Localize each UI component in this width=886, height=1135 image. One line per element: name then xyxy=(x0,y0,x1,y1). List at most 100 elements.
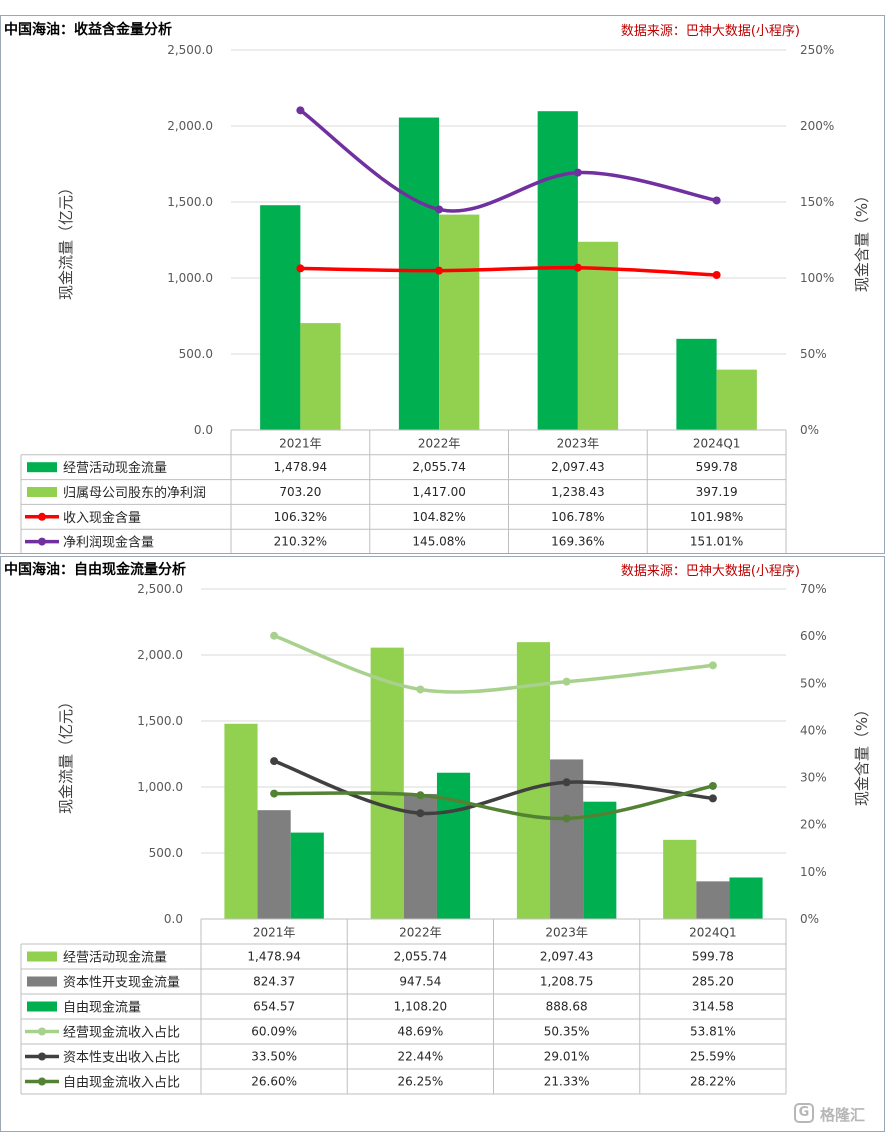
chart-1-title: 中国海油：收益含金量分析 xyxy=(4,22,172,38)
x-tick-label: 2023年 xyxy=(545,926,588,940)
data-label: 48.69% xyxy=(397,1025,443,1039)
legend-label: 资本性支出收入占比 xyxy=(63,1051,180,1066)
series-line-3 xyxy=(274,784,714,821)
legend-swatch xyxy=(38,1052,46,1061)
legend-label: 自由现金流收入占比 xyxy=(63,1075,180,1091)
bar-1 xyxy=(663,839,697,919)
data-label: 22.44% xyxy=(397,1050,443,1064)
series-point-2 xyxy=(712,196,721,205)
y-tick-label: 0.0 xyxy=(194,423,213,437)
data-label: 2,055.74 xyxy=(412,460,465,474)
data-label: 599.78 xyxy=(692,950,734,964)
legend-swatch xyxy=(38,1027,46,1036)
watermark-icon: G xyxy=(794,1103,814,1123)
y2-tick-label: 60% xyxy=(800,629,827,643)
series-point-3 xyxy=(416,791,425,800)
bar-2 xyxy=(439,214,480,430)
chart-2-source: 数据来源：巴神大数据(小程序) xyxy=(620,564,800,579)
series-point-3 xyxy=(270,789,279,798)
bar-1 xyxy=(224,723,258,919)
data-label: 53.81% xyxy=(690,1025,736,1039)
data-label: 285.20 xyxy=(692,975,734,989)
y-tick-label: 1,500.0 xyxy=(137,714,183,728)
y2-tick-label: 50% xyxy=(800,347,827,361)
x-tick-label: 2024Q1 xyxy=(693,436,741,450)
watermark-text: 格隆汇 xyxy=(820,1106,866,1124)
chart-1-svg: 0.0 500.0 1,000.0 1,500.0 2,000.0 2,500.0 0% 50… xyxy=(20,43,871,553)
y-tick-label: 2,000.0 xyxy=(167,119,213,133)
data-label: 1,208.75 xyxy=(540,975,593,989)
y2-tick-label: 0% xyxy=(800,912,819,926)
data-label: 106.32% xyxy=(274,510,327,524)
legend-label: 净利润现金含量 xyxy=(63,535,154,551)
y-tick-label: 2,000.0 xyxy=(137,648,183,662)
data-label: 1,478.94 xyxy=(274,460,327,474)
data-label: 947.54 xyxy=(399,975,441,989)
chart-2-title: 中国海油：自由现金流量分析 xyxy=(4,562,186,578)
bar-3 xyxy=(290,832,324,919)
series-point-2 xyxy=(708,794,717,803)
series-point-1 xyxy=(296,264,305,273)
data-label: 101.98% xyxy=(690,510,743,524)
y2-tick-label: 150% xyxy=(800,195,834,209)
x-tick-label: 2024Q1 xyxy=(689,926,737,940)
bar-1 xyxy=(676,338,717,430)
y2-tick-label: 0% xyxy=(800,423,819,437)
y-tick-label: 1,500.0 xyxy=(167,195,213,209)
watermark-logo: G 格隆汇 xyxy=(794,1099,880,1129)
y2-tick-label: 30% xyxy=(800,771,827,785)
y-axis-title: 现金流量（亿元） xyxy=(57,180,75,300)
series-point-1 xyxy=(416,685,425,694)
legend-label: 资本性开支现金流量 xyxy=(63,975,180,991)
bar-3 xyxy=(583,801,617,919)
data-label: 210.32% xyxy=(274,535,327,549)
y2-tick-label: 70% xyxy=(800,582,827,596)
bar-2 xyxy=(716,369,757,430)
series-point-1 xyxy=(435,266,444,275)
x-tick-label: 2023年 xyxy=(557,436,600,450)
chart-panel-2: 0.0 500.0 1,000.0 1,500.0 2,000.0 2,500.0 0% 10… xyxy=(0,556,885,1132)
data-label: 397.19 xyxy=(696,485,738,499)
y-tick-label: 500.0 xyxy=(149,846,183,860)
data-label: 2,097.43 xyxy=(551,460,604,474)
y2-tick-label: 20% xyxy=(800,818,827,832)
data-label: 50.35% xyxy=(544,1025,590,1039)
series-line-2 xyxy=(273,759,714,816)
y2-tick-label: 200% xyxy=(800,119,834,133)
data-label: 28.22% xyxy=(690,1075,736,1089)
series-point-2 xyxy=(296,106,305,115)
series-point-1 xyxy=(712,270,721,279)
y2-tick-label: 100% xyxy=(800,271,834,285)
legend-label: 经营现金流收入占比 xyxy=(63,1025,180,1041)
y-axis-title: 现金流量（亿元） xyxy=(57,694,75,814)
series-point-2 xyxy=(416,809,425,818)
data-label: 106.78% xyxy=(551,510,604,524)
data-label: 25.59% xyxy=(690,1050,736,1064)
series-line-2 xyxy=(299,108,717,213)
bar-2 xyxy=(577,241,619,430)
bar-3 xyxy=(436,772,471,919)
data-label: 314.58 xyxy=(692,1000,734,1014)
legend-swatch xyxy=(27,462,57,473)
legend-swatch xyxy=(38,1077,46,1086)
data-label: 169.36% xyxy=(551,535,604,549)
y2-tick-label: 40% xyxy=(800,723,827,737)
y2-axis-title: 现金含量（%） xyxy=(853,702,871,806)
series-point-1 xyxy=(562,677,571,686)
legend-swatch xyxy=(27,1001,57,1012)
y-tick-label: 500.0 xyxy=(179,347,213,361)
series-point-3 xyxy=(562,814,571,823)
series-point-1 xyxy=(270,631,279,640)
legend-swatch xyxy=(27,487,57,497)
data-label: 33.50% xyxy=(251,1050,297,1064)
data-label: 2,055.74 xyxy=(394,950,447,964)
y2-tick-label: 10% xyxy=(800,865,827,879)
data-label: 60.09% xyxy=(251,1025,297,1039)
series-point-1 xyxy=(708,661,717,670)
series-point-2 xyxy=(435,205,444,214)
legend-swatch xyxy=(27,951,57,962)
y2-tick-label: 250% xyxy=(800,43,834,57)
data-label: 888.68 xyxy=(546,1000,588,1014)
data-label: 26.25% xyxy=(397,1075,443,1089)
y-tick-label: 2,500.0 xyxy=(167,43,213,57)
